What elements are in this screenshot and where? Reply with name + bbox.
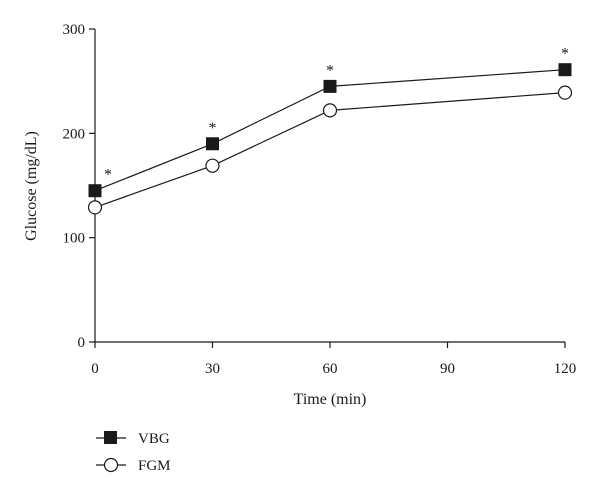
data-point-vbg (206, 137, 219, 151)
y-tick-label: 300 (63, 22, 86, 38)
significance-annotations: * * * * (104, 46, 569, 184)
ticks: 0 100 200 300 0 30 60 90 120 (63, 22, 577, 377)
significance-star: * (561, 46, 569, 63)
legend-marker-vbg (104, 431, 117, 444)
data-point-vbg (88, 184, 102, 198)
series-lines (94, 69, 566, 208)
significance-star: * (326, 62, 334, 79)
x-tick-label: 30 (205, 361, 220, 377)
legend: VBG FGM (96, 431, 171, 474)
legend-label-fgm: FGM (138, 458, 171, 474)
y-tick-label: 0 (78, 335, 86, 351)
y-axis-title: Glucose (mg/dL) (23, 131, 40, 241)
markers (87, 63, 573, 215)
y-tick-label: 100 (63, 231, 86, 247)
x-tick-label: 90 (440, 361, 455, 377)
legend-marker-fgm (103, 457, 119, 473)
x-axis-title: Time (min) (294, 391, 367, 408)
legend-label-vbg: VBG (138, 431, 170, 447)
series-line-vbg (94, 69, 566, 192)
series-line-fgm (94, 92, 566, 208)
significance-star: * (209, 120, 217, 137)
data-point-fgm (557, 85, 573, 100)
x-tick-label: 60 (323, 361, 338, 377)
legend-item-vbg: VBG (96, 431, 170, 447)
y-tick-label: 200 (63, 126, 86, 142)
legend-item-fgm: FGM (96, 457, 171, 474)
x-tick-label: 120 (554, 361, 577, 377)
data-point-fgm (87, 200, 103, 215)
data-point-vbg (323, 79, 337, 93)
data-point-fgm (205, 158, 220, 173)
significance-star: * (104, 167, 112, 184)
data-point-fgm (322, 103, 338, 118)
data-point-vbg (558, 63, 572, 77)
x-tick-label: 0 (91, 361, 99, 377)
